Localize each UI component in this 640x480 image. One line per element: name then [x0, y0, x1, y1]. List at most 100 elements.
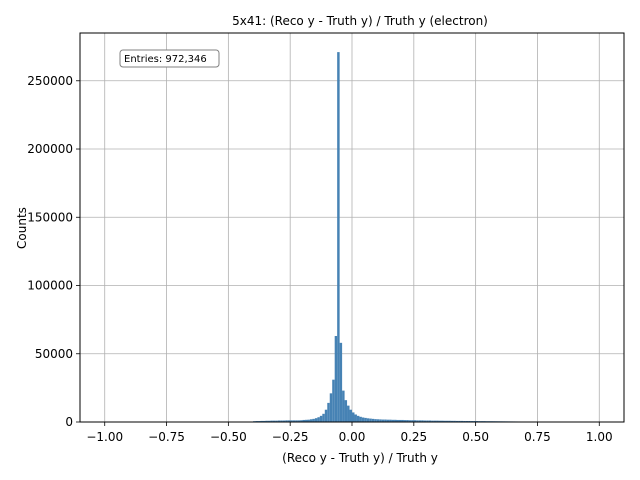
histogram-bar	[267, 420, 271, 422]
histogram-bar	[384, 419, 387, 422]
entries-annotation: Entries: 972,346	[119, 49, 220, 68]
histogram-bar	[426, 420, 429, 422]
histogram-bar	[416, 420, 419, 422]
histogram-bar	[262, 420, 266, 422]
x-tick-label: 0.50	[462, 430, 489, 444]
histogram-bar	[277, 420, 281, 422]
histogram-bar	[332, 379, 335, 422]
x-tick-label: −0.25	[272, 430, 309, 444]
histogram-bar	[389, 419, 392, 422]
histogram-bars	[253, 52, 587, 423]
histogram-bar	[418, 420, 422, 422]
histogram-bar	[376, 419, 380, 422]
histogram-bar	[312, 418, 315, 422]
histogram-bar	[339, 342, 343, 422]
histogram-bar	[260, 420, 263, 422]
histogram-bar	[379, 419, 382, 422]
x-axis-ticks: −1.00 −0.75 −0.50 −0.25 0.00 0.25 0.50 0.75 1.00	[86, 422, 613, 444]
histogram-bar	[361, 417, 365, 422]
histogram-bar	[337, 52, 340, 423]
histogram-bar	[455, 420, 459, 422]
histogram-bar	[347, 405, 350, 422]
x-tick-label: −0.75	[148, 430, 185, 444]
histogram-bar	[423, 420, 427, 422]
histogram-bar	[300, 420, 303, 422]
histogram-bar	[468, 420, 471, 422]
histogram-bar	[445, 420, 449, 422]
grid	[80, 33, 624, 423]
histogram-bar	[359, 416, 362, 422]
histogram-bar	[309, 419, 313, 422]
histogram-bar	[349, 409, 352, 422]
entries-text: Entries: 972,346	[124, 54, 207, 65]
histogram-bar	[319, 415, 323, 422]
histogram-bar	[270, 420, 273, 422]
histogram-bar	[366, 418, 370, 422]
histogram-bar	[460, 420, 464, 422]
histogram-bar	[448, 420, 451, 422]
histogram-bar	[305, 419, 308, 422]
histogram-bar	[344, 400, 348, 422]
histogram-bar	[265, 420, 268, 422]
histogram-bar	[272, 420, 276, 422]
y-axis-label: Counts	[15, 207, 29, 249]
histogram-bar	[441, 420, 444, 422]
x-tick-label: 0.75	[524, 430, 551, 444]
histogram-bar	[433, 420, 437, 422]
x-tick-label: 0.00	[339, 430, 366, 444]
histogram-bar	[322, 413, 325, 422]
histogram-bar	[391, 419, 395, 422]
histogram-bar	[354, 414, 357, 422]
histogram-bar	[438, 420, 442, 422]
x-tick-label: −0.50	[210, 430, 247, 444]
histogram-bar	[408, 420, 412, 422]
histogram-bar	[374, 419, 377, 422]
histogram-bar	[287, 420, 291, 422]
histogram-bar	[398, 419, 402, 422]
y-axis-ticks: 0 50000 100000 150000 200000 250000	[27, 74, 80, 429]
histogram-bar	[369, 418, 372, 422]
x-axis-label: (Reco y - Truth y) / Truth y	[282, 451, 438, 465]
histogram-bar	[394, 419, 397, 422]
histogram-bar	[450, 420, 454, 422]
histogram-bar	[290, 420, 293, 422]
histogram-bar	[317, 417, 320, 422]
x-tick-label: 0.25	[400, 430, 427, 444]
histogram-bar	[292, 420, 296, 422]
histogram-bar	[295, 420, 298, 422]
histogram-bar	[428, 420, 432, 422]
histogram-bar	[403, 420, 407, 422]
histogram-bar	[302, 419, 306, 422]
chart-title: 5x41: (Reco y - Truth y) / Truth y (elec…	[232, 14, 488, 28]
histogram-bar	[386, 419, 390, 422]
y-tick-label: 0	[65, 415, 73, 429]
histogram-bar	[364, 417, 367, 422]
histogram-bar	[314, 418, 318, 422]
histogram-bar	[352, 412, 355, 422]
y-tick-label: 100000	[27, 279, 73, 293]
histogram-bar	[436, 420, 439, 422]
histogram-bar	[275, 420, 278, 422]
histogram-bar	[307, 419, 310, 422]
y-tick-label: 150000	[27, 210, 73, 224]
x-tick-label: −1.00	[86, 430, 123, 444]
histogram-bar	[371, 418, 375, 422]
histogram-bar	[327, 402, 330, 422]
y-tick-label: 50000	[35, 347, 73, 361]
histogram-bar	[342, 390, 345, 422]
histogram-bar	[401, 419, 404, 422]
histogram-bar	[465, 420, 469, 422]
histogram-bar	[282, 420, 286, 422]
histogram-bar	[356, 415, 360, 422]
histogram-bar	[443, 420, 446, 422]
x-tick-label: 1.00	[586, 430, 613, 444]
histogram-bar	[411, 420, 414, 422]
histogram-bar	[329, 393, 333, 422]
histogram-bar	[431, 420, 434, 422]
entries-box	[119, 49, 220, 68]
histogram-bar	[324, 409, 328, 422]
histogram-bar	[334, 336, 338, 422]
y-tick-label: 200000	[27, 142, 73, 156]
